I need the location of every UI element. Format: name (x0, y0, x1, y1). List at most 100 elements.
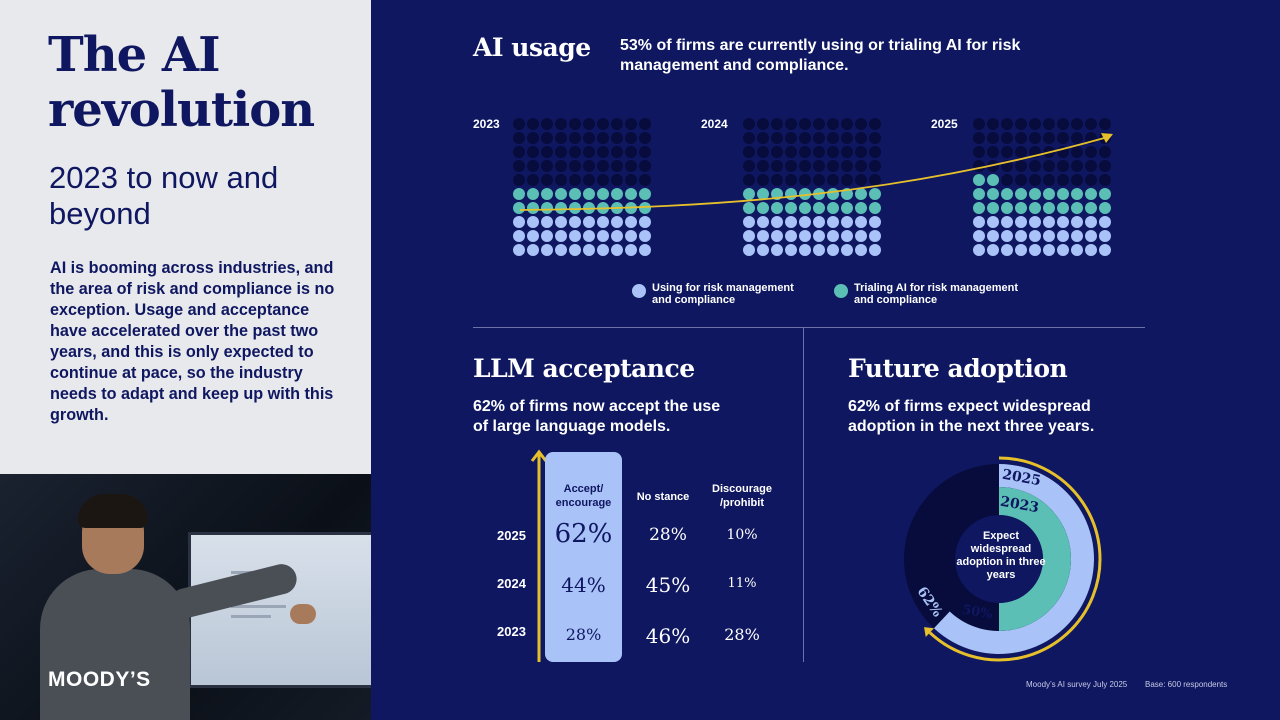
llm-up-arrow (530, 449, 548, 662)
usage-dot (813, 118, 825, 130)
usage-dot (527, 146, 539, 158)
usage-dot (813, 160, 825, 172)
usage-dot (1043, 160, 1055, 172)
usage-dot (555, 244, 567, 256)
usage-dot (513, 174, 525, 186)
usage-dot (757, 202, 769, 214)
usage-dot (625, 230, 637, 242)
usage-dot (569, 118, 581, 130)
usage-dot (513, 118, 525, 130)
usage-dot (1099, 188, 1111, 200)
usage-dot (855, 216, 867, 228)
usage-dot (625, 188, 637, 200)
usage-dot (569, 174, 581, 186)
donut-inner-2023-arc (999, 487, 1071, 631)
usage-dot (757, 174, 769, 186)
future-title: Future adoption (848, 354, 1068, 383)
usage-dot (597, 132, 609, 144)
usage-dot (611, 146, 623, 158)
usage-dot (813, 216, 825, 228)
cell-2023-discourage: 28% (724, 625, 760, 644)
usage-dot (639, 160, 651, 172)
usage-dot (827, 244, 839, 256)
usage-dot (1071, 216, 1083, 228)
usage-dot (1001, 202, 1013, 214)
usage-dot (1015, 216, 1027, 228)
usage-dot (1085, 160, 1097, 172)
usage-dot (1015, 132, 1027, 144)
usage-dot (785, 160, 797, 172)
usage-dot (513, 132, 525, 144)
usage-dot (625, 216, 637, 228)
usage-dot (639, 146, 651, 158)
page-title: The AI revolution (48, 27, 315, 138)
usage-dot (973, 174, 985, 186)
usage-dot (1015, 160, 1027, 172)
usage-dot (827, 174, 839, 186)
cell-2025-discourage: 10% (726, 527, 758, 543)
usage-dot (639, 188, 651, 200)
usage-dot (1099, 216, 1111, 228)
usage-dot (771, 230, 783, 242)
usage-dot (569, 188, 581, 200)
donut-center (955, 515, 1043, 603)
usage-dot (869, 132, 881, 144)
header-discourage: Discourage /prohibit (712, 483, 772, 509)
usage-dot (569, 216, 581, 228)
usage-dot (973, 132, 985, 144)
usage-dot (1099, 230, 1111, 242)
usage-dot (757, 230, 769, 242)
usage-dot (855, 132, 867, 144)
donut-center-label: Expect widespread adoption in three year… (956, 530, 1046, 581)
usage-dot (855, 174, 867, 186)
usage-dot (597, 118, 609, 130)
usage-dot (869, 174, 881, 186)
usage-dot (527, 244, 539, 256)
usage-dot (785, 146, 797, 158)
accept-column-highlight (545, 452, 622, 662)
usage-dot (1029, 230, 1041, 242)
usage-dot (1001, 244, 1013, 256)
usage-dot (541, 216, 553, 228)
usage-dot (855, 202, 867, 214)
usage-dot (639, 118, 651, 130)
usage-dot (827, 230, 839, 242)
usage-dot (987, 202, 999, 214)
usage-dot (555, 202, 567, 214)
usage-dot (1071, 174, 1083, 186)
header-accept: Accept/ encourage (555, 483, 612, 509)
usage-dot (541, 188, 553, 200)
usage-dot (799, 146, 811, 158)
donut-outer-2025-arc (933, 464, 1094, 654)
usage-dot (513, 202, 525, 214)
usage-dot (541, 132, 553, 144)
usage-dot (1043, 188, 1055, 200)
usage-dot (973, 188, 985, 200)
usage-dot (541, 202, 553, 214)
ai-usage-title: AI usage (473, 33, 591, 62)
usage-dot (541, 174, 553, 186)
usage-dot (1085, 118, 1097, 130)
usage-dot (973, 216, 985, 228)
row-year-2024: 2024 (497, 576, 526, 591)
cell-2025-no-stance: 28% (649, 525, 687, 545)
usage-dot (1071, 160, 1083, 172)
usage-dot (1043, 202, 1055, 214)
usage-dot (813, 146, 825, 158)
cell-2023-accept: 28% (565, 625, 602, 644)
usage-dot (1057, 174, 1069, 186)
usage-dot (583, 160, 595, 172)
cell-2024-discourage: 11% (727, 576, 757, 591)
usage-dot (841, 132, 853, 144)
usage-dot (1001, 146, 1013, 158)
usage-dot (855, 118, 867, 130)
usage-dot (771, 146, 783, 158)
usage-dot (583, 244, 595, 256)
usage-dot (855, 188, 867, 200)
usage-dot (611, 244, 623, 256)
usage-dot (527, 132, 539, 144)
usage-dot (987, 174, 999, 186)
usage-dot (1029, 188, 1041, 200)
usage-dot (625, 174, 637, 186)
footer-source: Moody’s AI survey July 2025 (1026, 680, 1128, 689)
